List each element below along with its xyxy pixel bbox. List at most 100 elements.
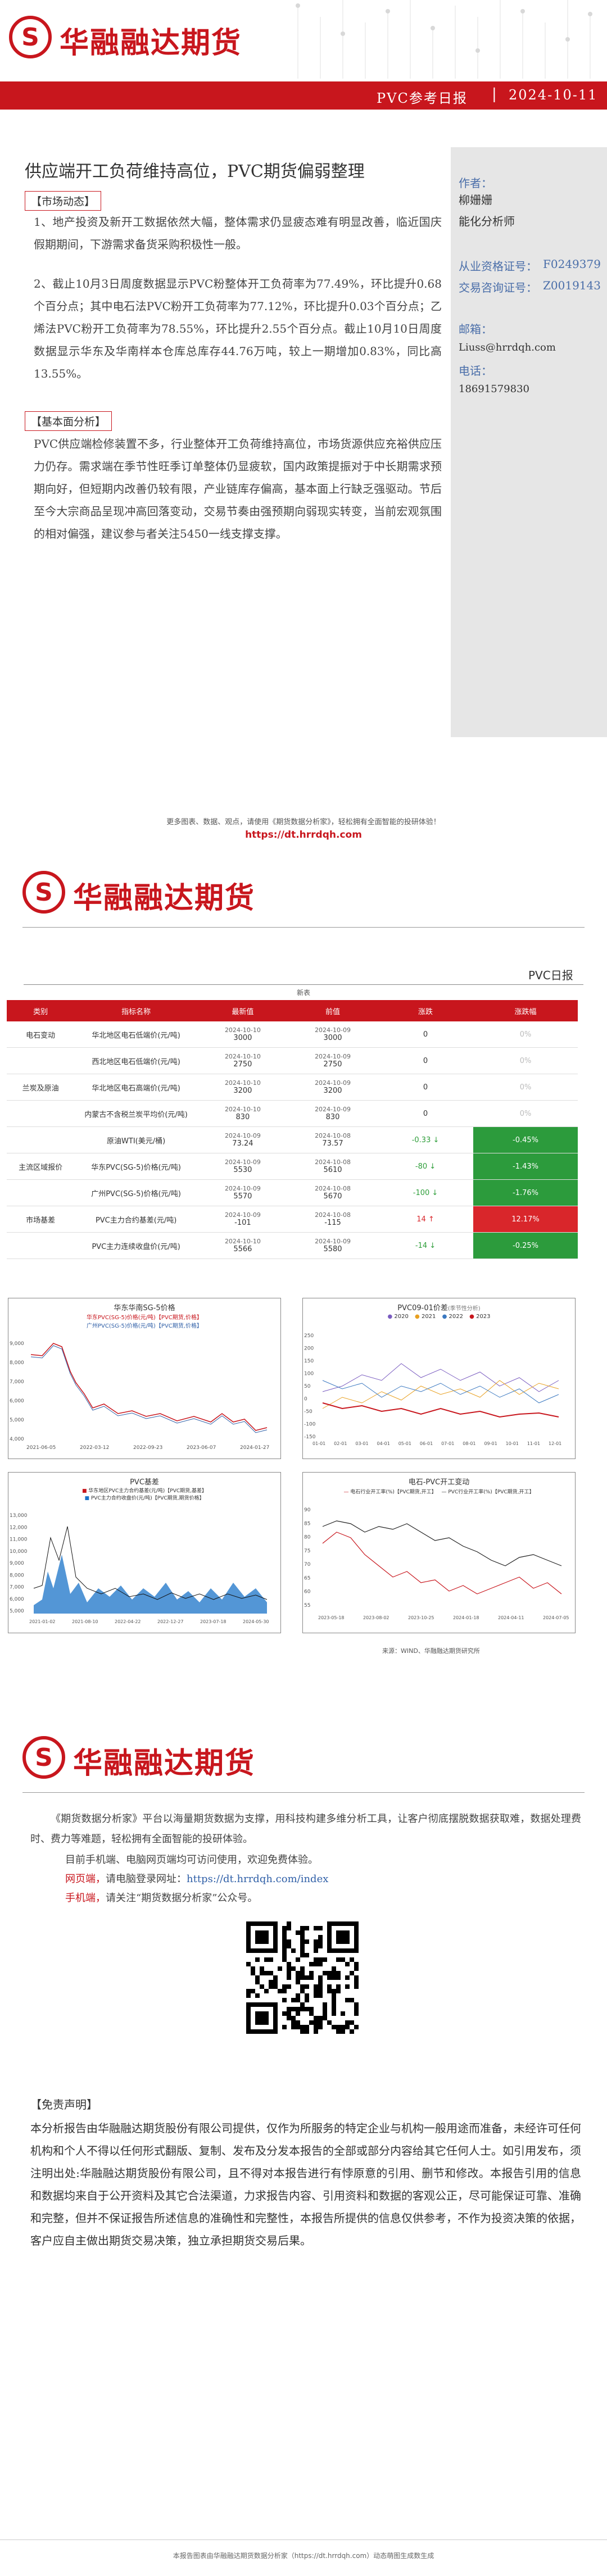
x-tick-label: 2022-04-22 [115, 1619, 141, 1624]
section-market-dynamics: 【市场动态】 [25, 191, 102, 211]
y-tick-label: 100 [304, 1371, 314, 1377]
latest-date: 2024-10-10 [224, 1053, 261, 1060]
col-latest: 最新值 [197, 1000, 288, 1021]
row-previous: 2024-10-09 3000 [287, 1021, 378, 1048]
chart1-line-south [30, 1345, 268, 1433]
y-tick-label: 150 [304, 1359, 314, 1364]
prev-date: 2024-10-08 [315, 1185, 351, 1192]
prev-value: 3000 [323, 1034, 342, 1042]
qual-label: 从业资格证号： [459, 260, 537, 273]
row-change: -80 ↓ [378, 1153, 474, 1180]
row-category: 电石变动 [7, 1021, 75, 1048]
row-category [7, 1232, 75, 1259]
price-table: 类别 指标名称 最新值 前值 涨跌 涨跌幅 电石变动 华北地区电石低端价(元/吨)… [7, 1000, 578, 1259]
row-indicator: 华北地区电石高端价(元/吨) [74, 1074, 198, 1101]
chart-sg5-price: 华东华南SG-5价格 华东PVC(SG-5)价格(元/吨)【PVC期货,价格】 … [8, 1298, 281, 1459]
prev-date: 2024-10-09 [315, 1079, 351, 1087]
chart2-subtitle: (季节性分析) [447, 1306, 481, 1312]
y-tick-label: 7,000 [10, 1585, 24, 1591]
qual-number: F0249379 [543, 257, 601, 271]
table-row: 内蒙古不含税兰炭平均价(元/吨) 2024-10-10 830 2024-10-09 8… [7, 1100, 578, 1127]
chart4-legend-2: PVC行业开工率(%)【PVC期货,开工】 [448, 1489, 534, 1495]
web-line: 网页端，请电脑登录网址：https://dt.hrrdqh.com/index [65, 1871, 328, 1886]
prev-value: 2750 [323, 1060, 342, 1069]
row-change: 0 [378, 1047, 474, 1074]
col-change: 涨跌 [378, 1000, 474, 1021]
down-arrow-icon: ↓ [429, 1241, 436, 1250]
up-arrow-icon: ↑ [428, 1215, 434, 1224]
row-previous: 2024-10-08 -115 [287, 1206, 378, 1233]
prev-date: 2024-10-09 [315, 1106, 351, 1113]
y-tick-label: -150 [304, 1434, 316, 1440]
x-tick-label: 05-01 [398, 1441, 411, 1446]
y-tick-label: 13,000 [10, 1513, 28, 1519]
y-tick-label: -100 [304, 1422, 316, 1428]
y-tick-label: 5,000 [10, 1609, 24, 1614]
row-previous: 2024-10-09 830 [287, 1100, 378, 1127]
row-change: 0 [378, 1100, 474, 1127]
x-tick-label: 2022-09-23 [133, 1445, 162, 1451]
chart4-line-pvc [322, 1520, 562, 1566]
col-change-pct: 涨跌幅 [473, 1000, 578, 1021]
table-row: 广州PVC(SG-5)价格(元/吨) 2024-10-09 5570 2024-10-… [7, 1179, 578, 1206]
x-tick-label: 04-01 [377, 1441, 390, 1446]
x-tick-label: 07-01 [441, 1441, 454, 1446]
latest-date: 2024-10-09 [224, 1132, 261, 1139]
mobile-label: 手机端， [65, 1892, 106, 1904]
row-previous: 2024-10-09 5580 [287, 1232, 378, 1259]
promo-url[interactable]: https://dt.hrrdqh.com [245, 829, 362, 841]
x-tick-label: 2023-10-25 [408, 1615, 434, 1620]
mobile-text: 请关注“期货数据分析家”公众号。 [106, 1892, 258, 1904]
y-tick-label: 200 [304, 1346, 314, 1352]
row-category: 兰炭及原油 [7, 1074, 75, 1101]
chart3-legend-2: PVC主力合约收盘价(元/吨)【PVC期货,期货价格】 [90, 1496, 205, 1501]
brand-logo-letter-2: S [35, 878, 53, 907]
row-category [7, 1126, 75, 1153]
disclaimer-title: 【免责声明】 [30, 2098, 98, 2111]
prev-date: 2024-10-09 [315, 1026, 351, 1034]
row-indicator: 原油WTI(美元/桶) [74, 1126, 198, 1153]
promo-text: 更多图表、数据、观点，请使用《期货数据分析家》，轻松拥有全面智能的投研体验！ [166, 818, 441, 826]
chart2-line-2022 [322, 1380, 559, 1403]
row-change-pct: -0.25% [473, 1232, 578, 1259]
brand-name: 华融融达期货 [60, 26, 242, 60]
row-latest: 2024-10-10 5566 [197, 1232, 288, 1259]
change-value: 0 [423, 1030, 428, 1039]
chart2-legend-2022: 2022 [449, 1314, 463, 1320]
row-category: 主流区域报价 [7, 1153, 75, 1180]
row-previous: 2024-10-08 5610 [287, 1153, 378, 1180]
brand-logo-letter: S [21, 22, 39, 52]
x-tick-label: 2022-03-12 [80, 1445, 109, 1451]
web-url[interactable]: https://dt.hrrdqh.com/index [187, 1873, 329, 1885]
row-latest: 2024-10-10 3000 [197, 1021, 288, 1048]
y-tick-label: 80 [304, 1535, 311, 1541]
section-fundamentals: 【基本面分析】 [25, 411, 112, 431]
row-change-pct: 0% [473, 1047, 578, 1074]
paragraph-2: 2、截止10月3日周度数据显示PVC粉整体开工负荷率为77.49%，环比提升0.… [34, 277, 442, 380]
row-change: 0 [378, 1021, 474, 1048]
row-change-pct: 0% [473, 1100, 578, 1127]
chart2-legend-2020: 2020 [394, 1314, 409, 1320]
header-divider-3 [22, 1792, 585, 1793]
brand-logo-icon-3: S [22, 1736, 65, 1779]
chart1-line-east [30, 1343, 268, 1431]
chart1-plot: 9,000 8,000 7,000 6,000 5,000 4,000 2021-06-0… [10, 1341, 269, 1451]
chart1-title: 华东华南SG-5价格 [114, 1304, 175, 1312]
author-role: 能化分析师 [459, 215, 515, 228]
paragraph-1: 1、地产投资及新开工数据依然大幅，整体需求仍显疲态难有明显改善，临近国庆假期期间… [34, 215, 442, 251]
y-tick-label: 70 [304, 1562, 311, 1568]
header-divider [22, 927, 585, 928]
web-text: 请电脑登录网址： [106, 1873, 187, 1885]
analyst-sidebar: 作者： 柳姗姗 能化分析师 从业资格证号： F0249379 交易咨询证号： Z… [451, 147, 607, 737]
row-category [7, 1179, 75, 1206]
y-tick-label: 12,000 [10, 1525, 28, 1530]
x-tick-label: 2024-01-27 [240, 1445, 269, 1451]
prev-value: 830 [325, 1113, 340, 1121]
chart3-line-close [33, 1526, 268, 1600]
report-title: PVC参考日报 [377, 90, 468, 106]
chart3-title: PVC基差 [130, 1478, 159, 1487]
row-category [7, 1100, 75, 1127]
email-label: 邮箱： [459, 322, 492, 336]
row-indicator: 华东PVC(SG-5)价格(元/吨) [74, 1153, 198, 1180]
email-value[interactable]: Liuss@hrrdqh.com [459, 342, 556, 353]
